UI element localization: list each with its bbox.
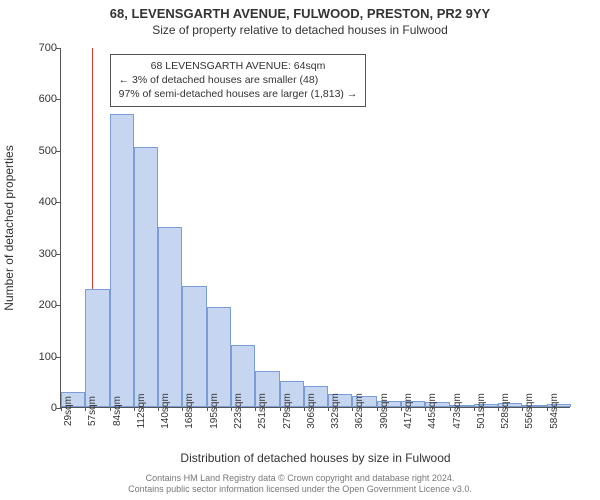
histogram-bar: [158, 227, 182, 407]
y-tick-mark: [56, 202, 61, 203]
histogram-bar: [207, 307, 231, 407]
x-tick-mark: [85, 407, 86, 411]
x-tick-label: 279sqm: [282, 393, 293, 429]
x-tick-label: 332sqm: [330, 393, 341, 429]
x-tick-label: 84sqm: [112, 396, 123, 426]
y-axis-label: Number of detached properties: [2, 145, 16, 310]
chart-area: Number of detached properties Distributi…: [60, 48, 570, 408]
x-axis-label: Distribution of detached houses by size …: [61, 451, 570, 465]
y-tick-mark: [56, 357, 61, 358]
x-tick-label: 390sqm: [379, 393, 390, 429]
x-tick-mark: [474, 407, 475, 411]
page-subtitle: Size of property relative to detached ho…: [0, 21, 600, 37]
y-tick-label: 100: [19, 351, 57, 363]
x-tick-label: 29sqm: [63, 396, 74, 426]
x-tick-mark: [280, 407, 281, 411]
page-title: 68, LEVENSGARTH AVENUE, FULWOOD, PRESTON…: [0, 0, 600, 21]
x-tick-mark: [328, 407, 329, 411]
x-tick-label: 556sqm: [524, 393, 535, 429]
x-tick-label: 112sqm: [136, 394, 147, 429]
x-tick-label: 57sqm: [87, 396, 98, 426]
x-tick-label: 417sqm: [403, 393, 414, 429]
x-tick-mark: [231, 407, 232, 411]
x-tick-mark: [61, 407, 62, 411]
y-tick-mark: [56, 99, 61, 100]
x-tick-mark: [352, 407, 353, 411]
x-tick-label: 306sqm: [306, 393, 317, 429]
x-tick-mark: [425, 407, 426, 411]
y-tick-label: 700: [19, 42, 57, 54]
histogram-bar: [85, 289, 109, 407]
x-tick-mark: [304, 407, 305, 411]
x-tick-mark: [547, 407, 548, 411]
y-tick-mark: [56, 151, 61, 152]
x-tick-label: 528sqm: [500, 393, 511, 429]
x-tick-mark: [158, 407, 159, 411]
x-tick-label: 473sqm: [452, 393, 463, 429]
x-tick-label: 501sqm: [476, 393, 487, 429]
x-tick-mark: [182, 407, 183, 411]
x-tick-mark: [498, 407, 499, 411]
x-tick-label: 140sqm: [160, 393, 171, 429]
footer-line-1: Contains HM Land Registry data © Crown c…: [0, 473, 600, 485]
x-tick-label: 445sqm: [427, 393, 438, 429]
plot-region: Number of detached properties Distributi…: [60, 48, 570, 408]
y-tick-mark: [56, 254, 61, 255]
y-tick-label: 400: [19, 196, 57, 208]
x-tick-mark: [207, 407, 208, 411]
x-tick-mark: [401, 407, 402, 411]
x-tick-label: 362sqm: [354, 393, 365, 429]
y-tick-mark: [56, 305, 61, 306]
histogram-bar: [134, 147, 158, 407]
x-tick-label: 223sqm: [233, 393, 244, 429]
x-tick-mark: [450, 407, 451, 411]
x-tick-label: 584sqm: [549, 393, 560, 429]
callout-line-2: ← 3% of detached houses are smaller (48): [119, 73, 358, 87]
x-tick-label: 251sqm: [257, 393, 268, 429]
y-tick-label: 200: [19, 299, 57, 311]
histogram-bar: [182, 286, 206, 407]
footer-line-2: Contains public sector information licen…: [0, 484, 600, 496]
x-tick-mark: [377, 407, 378, 411]
histogram-bar: [110, 114, 134, 407]
y-tick-label: 300: [19, 248, 57, 260]
x-tick-label: 168sqm: [184, 393, 195, 429]
x-tick-label: 195sqm: [209, 393, 220, 429]
x-tick-mark: [110, 407, 111, 411]
callout-line-3: 97% of semi-detached houses are larger (…: [119, 87, 358, 101]
y-tick-label: 0: [19, 402, 57, 414]
footer-attribution: Contains HM Land Registry data © Crown c…: [0, 473, 600, 496]
y-tick-label: 600: [19, 93, 57, 105]
y-tick-label: 500: [19, 145, 57, 157]
y-tick-mark: [56, 48, 61, 49]
x-tick-mark: [522, 407, 523, 411]
callout-box: 68 LEVENSGARTH AVENUE: 64sqm ← 3% of det…: [110, 54, 367, 107]
callout-line-1: 68 LEVENSGARTH AVENUE: 64sqm: [119, 59, 358, 73]
x-tick-mark: [255, 407, 256, 411]
x-tick-mark: [134, 407, 135, 411]
